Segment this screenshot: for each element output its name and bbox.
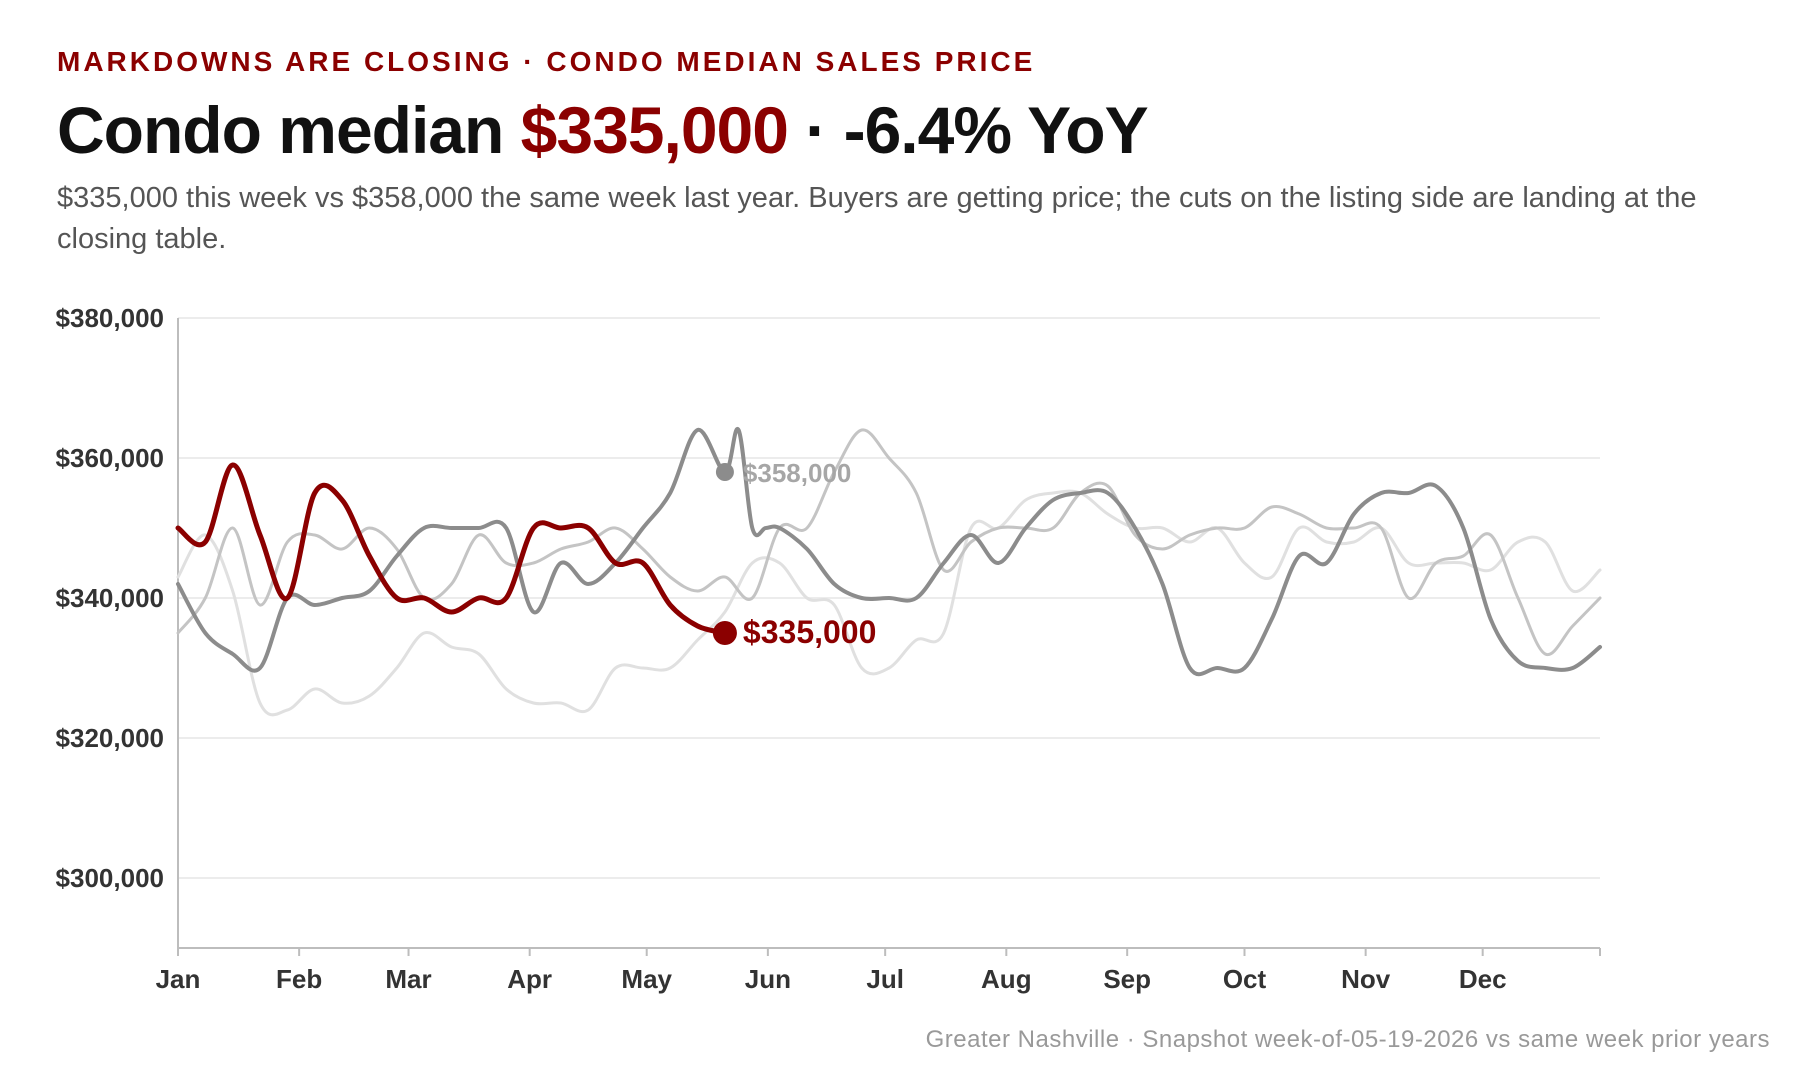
y-tick-label: $360,000	[56, 443, 164, 473]
chart-kicker: MARKDOWNS ARE CLOSING · CONDO MEDIAN SAL…	[57, 46, 1036, 77]
x-tick-label: Jun	[745, 964, 791, 994]
chart-headline: Condo median $335,000 · -6.4% YoY	[57, 92, 1149, 168]
label-prior-year: $358,000	[743, 458, 851, 488]
x-tick-label: Jul	[866, 964, 904, 994]
source-note: Greater Nashville · Snapshot week-of-05-…	[925, 1026, 1770, 1053]
marker-prior-year	[715, 463, 734, 481]
x-tick-label: Nov	[1341, 964, 1391, 994]
x-tick-label: Mar	[385, 964, 431, 994]
x-tick-label: Apr	[507, 964, 552, 994]
headline-suffix: · -6.4% YoY	[787, 93, 1148, 167]
y-tick-label: $340,000	[56, 583, 164, 613]
x-tick-label: Dec	[1459, 964, 1507, 994]
series-line-prior-year	[176, 426, 1602, 677]
y-tick-label: $300,000	[56, 863, 164, 893]
y-tick-label: $320,000	[56, 723, 164, 753]
series-line-older-2	[176, 489, 1602, 717]
marker-current-year	[712, 621, 737, 645]
x-tick-label: Feb	[276, 964, 322, 994]
y-tick-label: $380,000	[56, 303, 164, 333]
x-tick-label: Jan	[156, 964, 201, 994]
x-tick-label: Aug	[981, 964, 1032, 994]
x-tick-label: Oct	[1223, 964, 1267, 994]
chart-subtitle: $335,000 this week vs $358,000 the same …	[57, 182, 1697, 255]
x-tick-label: Sep	[1103, 964, 1151, 994]
series-line-current-year	[175, 462, 728, 636]
x-tick-label: May	[621, 964, 672, 994]
label-current-year: $335,000	[743, 614, 876, 650]
headline-value: $335,000	[520, 93, 789, 167]
series-line-older-1	[176, 428, 1602, 657]
headline-prefix: Condo median	[57, 93, 521, 167]
line-chart: $300,000 $320,000 $340,000 $360,000 $380,000…	[56, 303, 1602, 994]
